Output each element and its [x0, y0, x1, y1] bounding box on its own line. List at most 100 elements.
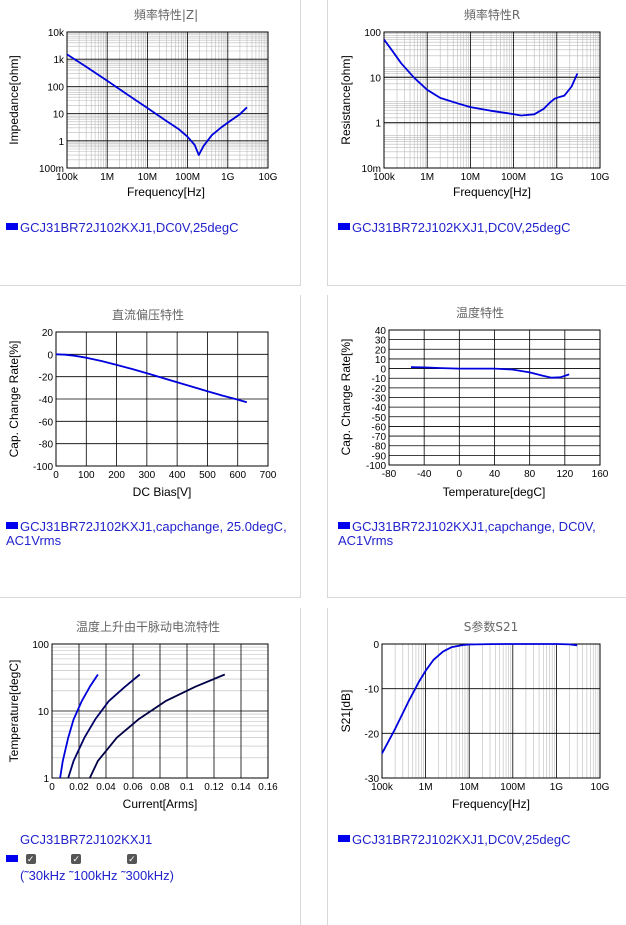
legend-text: GCJ31BR72J102KXJ1,DC0V,25degC	[20, 220, 239, 235]
y-tick-label: 0	[380, 365, 386, 376]
chart-resistance: 頻率特性R Frequency[Hz] Resistance[ohm] 100k 1M 1…	[339, 7, 610, 199]
x-tick-label: 0.14	[231, 782, 251, 793]
series-line	[88, 673, 226, 779]
chart-impedance: 頻率特性|Z| Frequency[Hz] Impedance[ohm] 100k 1M…	[7, 7, 278, 199]
series-line	[55, 353, 248, 404]
x-tick-label: 160	[592, 469, 609, 480]
x-tick-label: 700	[260, 470, 277, 481]
y-tick-label: -20	[372, 384, 387, 395]
x-tick-label: 0.06	[123, 782, 143, 793]
legend-temperature: GCJ31BR72J102KXJ1,capchange, DC0V, AC1Vr…	[338, 520, 623, 548]
y-tick-label: -10	[365, 685, 380, 696]
legend-text: GCJ31BR72J102KXJ1,DC0V,25degC	[352, 832, 571, 847]
panel-impedance: 頻率特性|Z| Frequency[Hz] Impedance[ohm] 100k 1M…	[0, 0, 301, 286]
x-axis-label: Frequency[Hz]	[453, 185, 531, 199]
chart-s21: S参数S21 Frequency[Hz] S21[dB] 100k 1M 10M 100M 1…	[339, 619, 610, 811]
legend-swatch	[6, 223, 18, 231]
y-tick-label: -70	[372, 432, 387, 443]
x-tick-label: 1G	[550, 172, 564, 183]
y-tick-label: -20	[365, 729, 380, 740]
plot-frame	[388, 329, 601, 466]
x-tick-label: 10M	[138, 172, 157, 183]
y-axis-label: Impedance[ohm]	[7, 55, 21, 144]
x-tick-label: 100M	[501, 172, 526, 183]
legend-checks: ✓ ✓ ✓ (˜30kHz ˜100kHz ˜300kHz)	[6, 850, 296, 883]
y-tick-label: -20	[39, 373, 54, 384]
x-tick-label: 10G	[259, 172, 278, 183]
series-line	[383, 38, 579, 117]
x-tick-label: 0.1	[180, 782, 194, 793]
chart-title: 温度特性	[456, 305, 504, 320]
chart-temperature: 温度特性 Temperature[degC] Cap. Change Rate[%]…	[339, 305, 609, 499]
legend-swatch	[338, 522, 350, 530]
x-tick-label: 80	[524, 469, 536, 480]
x-tick-label: 1M	[419, 782, 433, 793]
x-axis-label: Temperature[degC]	[443, 485, 546, 499]
plot-frame	[55, 331, 269, 467]
x-tick-label: 0.04	[96, 782, 116, 793]
y-tick-label: 20	[375, 345, 387, 356]
x-tick-label: 100M	[175, 172, 200, 183]
x-tick-label: 1G	[221, 172, 235, 183]
y-tick-label: -80	[372, 442, 387, 453]
x-tick-label: 1M	[100, 172, 114, 183]
checkbox-100khz[interactable]: ✓	[71, 853, 82, 864]
plot-frame	[383, 31, 601, 169]
y-tick-label: -40	[39, 395, 54, 406]
y-tick-label: 10k	[48, 28, 65, 39]
x-tick-label: 100	[78, 470, 95, 481]
y-tick-label: -30	[365, 774, 380, 785]
y-tick-label: 1	[375, 119, 381, 130]
legend-text: GCJ31BR72J102KXJ1,DC0V,25degC	[352, 220, 571, 235]
checkbox-30khz[interactable]: ✓	[25, 853, 36, 864]
series-line	[381, 643, 578, 754]
y-tick-label: -60	[39, 417, 54, 428]
x-tick-label: 0	[457, 469, 463, 480]
x-tick-label: 1G	[550, 782, 564, 793]
chart-title: 頻率特性R	[464, 7, 520, 22]
chart-title: 頻率特性|Z|	[134, 7, 198, 22]
series-line	[66, 53, 248, 156]
y-tick-label: -100	[366, 461, 386, 472]
y-tick-label: -80	[39, 440, 54, 451]
x-tick-label: -80	[382, 469, 397, 480]
check-label-100khz: ˜100kHz	[69, 868, 118, 883]
y-tick-label: 100	[364, 28, 381, 39]
x-axis-label: DC Bias[V]	[133, 485, 192, 499]
checkbox-300khz[interactable]: ✓	[126, 853, 137, 864]
y-tick-label: 10m	[362, 164, 381, 175]
y-tick-label: -60	[372, 422, 387, 433]
chart-title: 直流偏压特性	[112, 307, 184, 322]
y-tick-label: 0	[373, 640, 379, 651]
legend-resistance: GCJ31BR72J102KXJ1,DC0V,25degC	[338, 221, 623, 235]
y-tick-label: 10	[38, 707, 50, 718]
legend-swatch	[338, 223, 350, 231]
x-tick-label: 100M	[500, 782, 525, 793]
y-tick-label: -50	[372, 413, 387, 424]
panel-resistance: 頻率特性R Frequency[Hz] Resistance[ohm] 100k 1M 1…	[327, 0, 626, 286]
x-tick-label: 10M	[459, 782, 478, 793]
y-tick-label: 10	[375, 355, 387, 366]
x-tick-label: 0.02	[69, 782, 89, 793]
chart-title: S参数S21	[464, 619, 519, 634]
plot-frame	[51, 643, 269, 779]
y-tick-label: 100	[47, 82, 64, 93]
x-tick-label: 1M	[420, 172, 434, 183]
x-tick-label: 0.12	[204, 782, 224, 793]
y-tick-label: 30	[375, 336, 387, 347]
plot-frame	[66, 31, 269, 169]
x-tick-label: 0	[53, 470, 59, 481]
legend-swatch	[6, 522, 18, 530]
plot-frame	[381, 643, 601, 779]
y-tick-label: 100	[32, 640, 49, 651]
x-tick-label: 500	[199, 470, 216, 481]
x-tick-label: 400	[169, 470, 186, 481]
panel-temprise: 温度上升由干脉动电流特性 Current[Arms] Temperature[deg…	[0, 608, 301, 925]
y-tick-label: -30	[372, 394, 387, 405]
x-tick-label: 100k	[371, 782, 394, 793]
y-tick-label: 1k	[53, 55, 65, 66]
legend-text: GCJ31BR72J102KXJ1,capchange, 25.0degC, A…	[6, 519, 287, 548]
x-tick-label: 0.16	[258, 782, 278, 793]
y-axis-label: Cap. Change Rate[%]	[7, 341, 21, 458]
x-tick-label: -40	[417, 469, 432, 480]
